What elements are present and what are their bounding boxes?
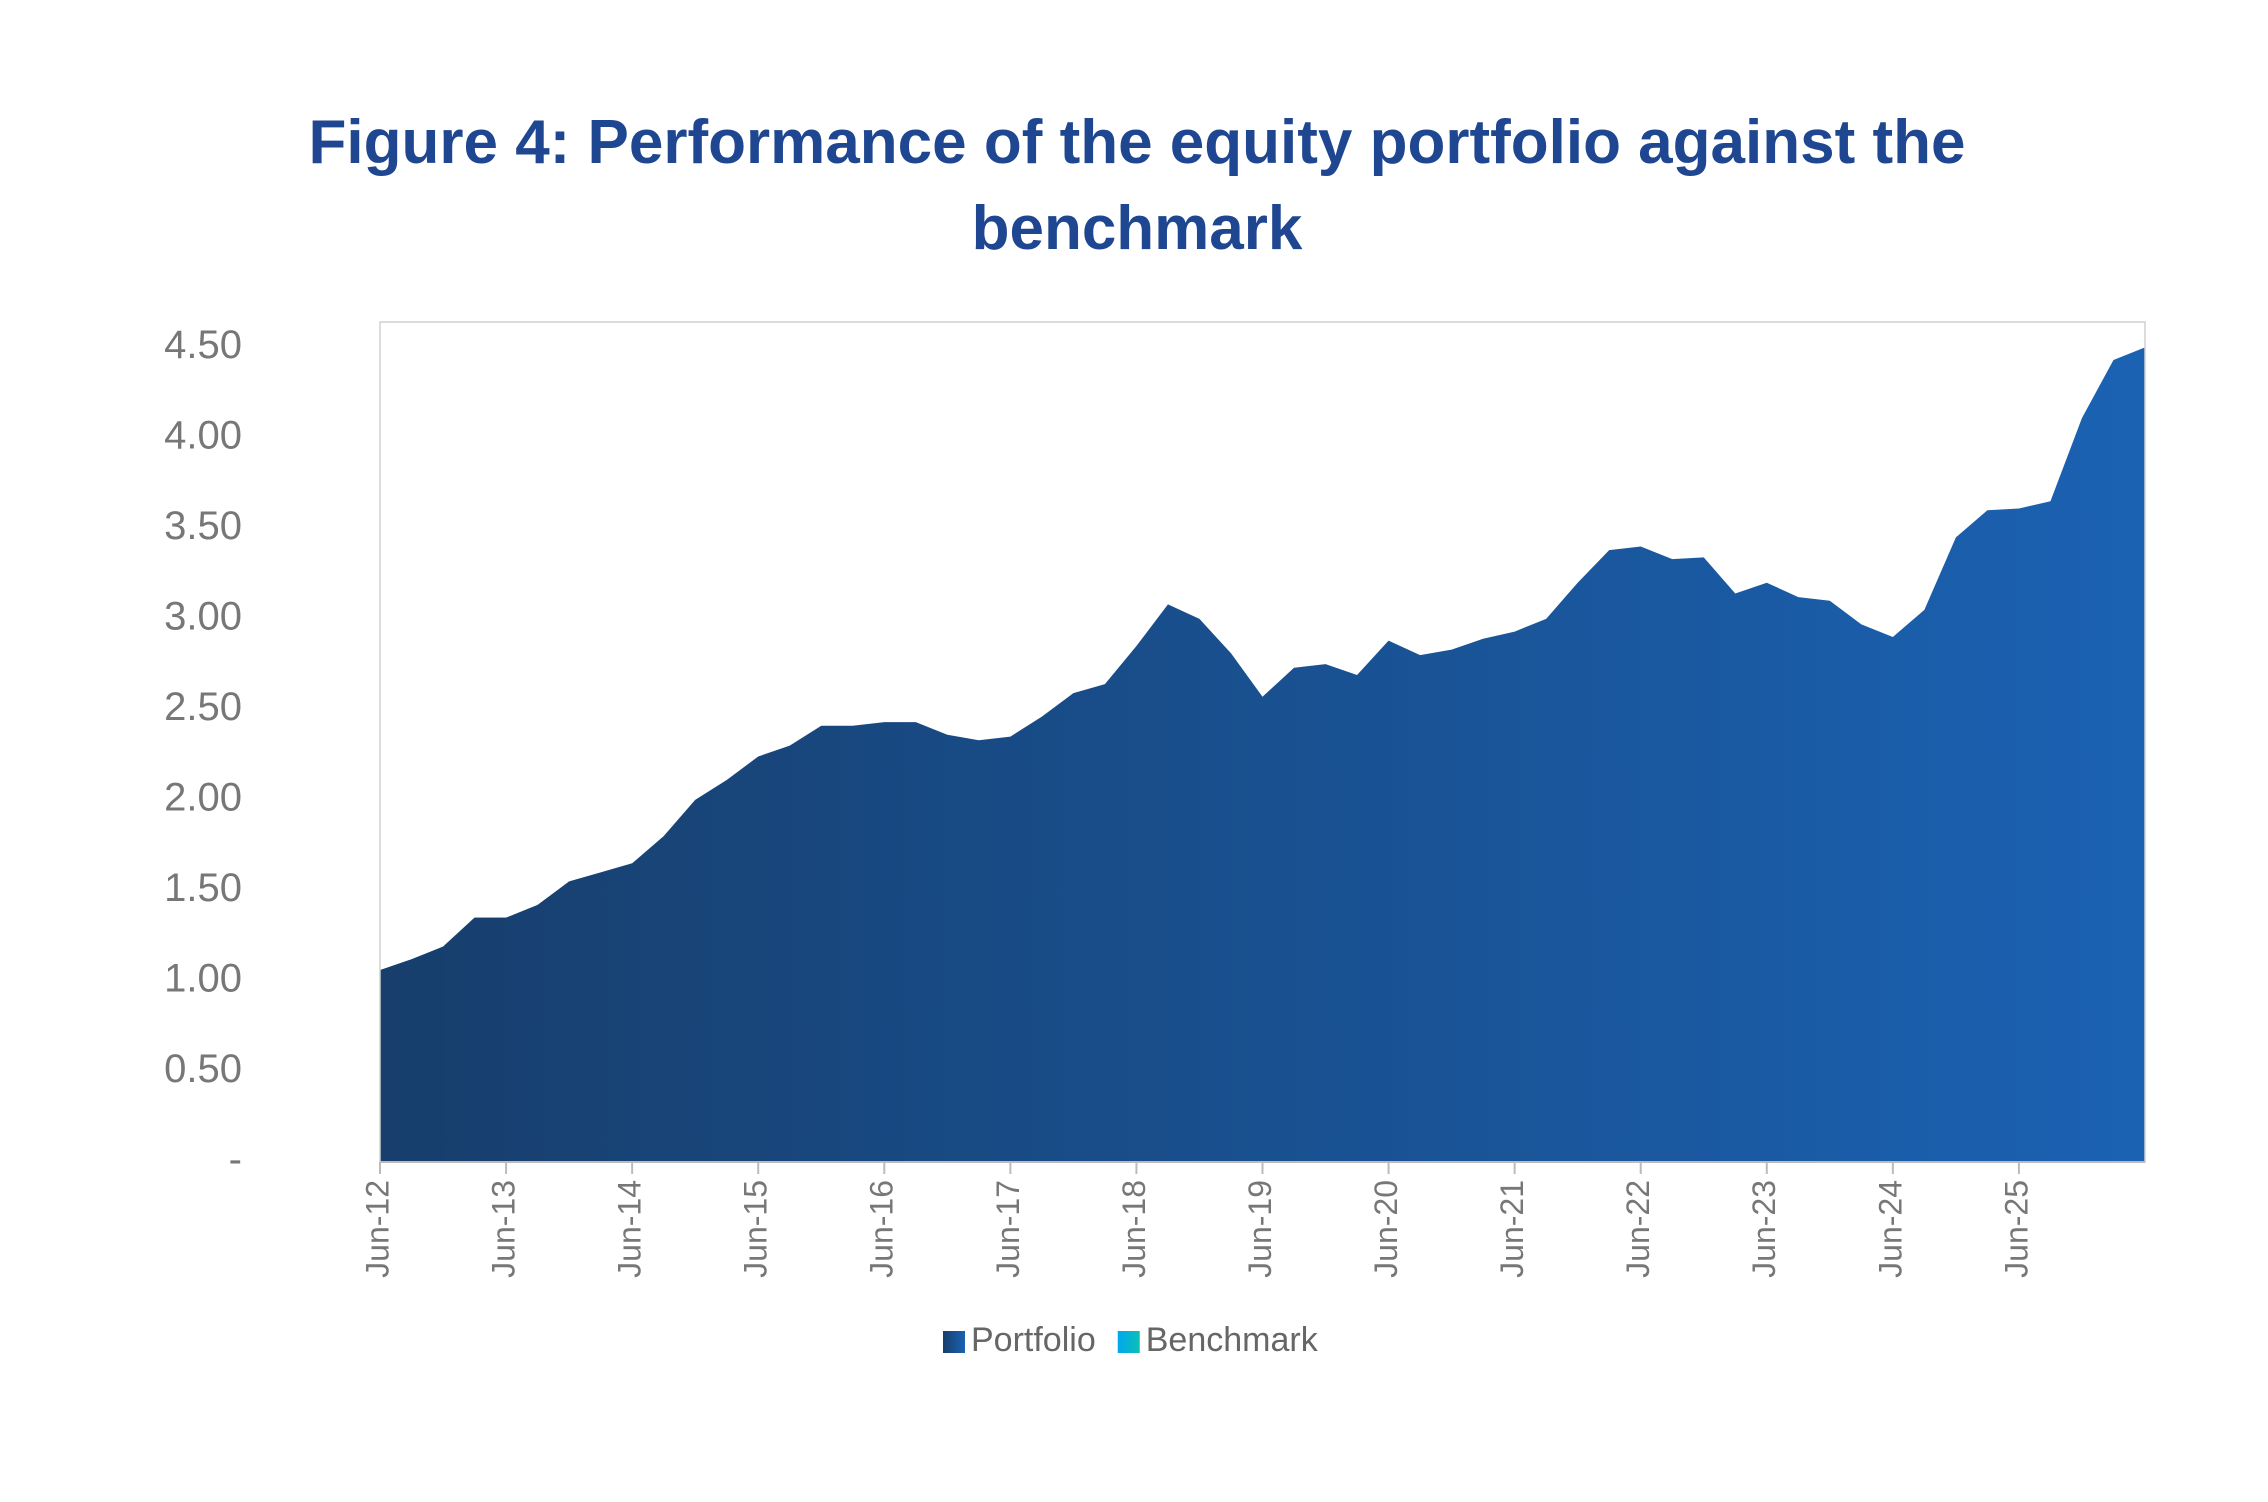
x-tick-label: Jun-13: [486, 1180, 522, 1278]
x-tick-label: Jun-21: [1494, 1180, 1530, 1278]
legend-label: Benchmark: [1146, 1321, 1319, 1359]
x-tick-label: Jun-22: [1620, 1180, 1656, 1278]
y-tick-label: 3.00: [164, 594, 242, 638]
x-tick-label: Jun-16: [864, 1180, 900, 1278]
area: [380, 347, 2145, 1162]
x-tick-label: Jun-15: [738, 1180, 774, 1278]
legend-swatch: [943, 1331, 965, 1353]
x-tick-label: Jun-18: [1116, 1180, 1152, 1278]
y-tick-label: 1.50: [164, 866, 242, 910]
x-tick-label: Jun-23: [1746, 1180, 1782, 1278]
legend-label: Portfolio: [971, 1321, 1096, 1359]
x-tick-label: Jun-20: [1368, 1180, 1404, 1278]
x-tick-label: Jun-12: [359, 1180, 395, 1278]
x-tick-label: Jun-19: [1242, 1180, 1278, 1278]
y-tick-label: 4.50: [164, 323, 242, 367]
y-tick-label: 2.00: [164, 775, 242, 819]
y-tick-label: 4.00: [164, 413, 242, 457]
y-tick-label: 1.00: [164, 957, 242, 1001]
x-tick-label: Jun-24: [1872, 1180, 1908, 1278]
x-tick-label: Jun-25: [1998, 1180, 2034, 1278]
y-tick-label: 3.50: [164, 504, 242, 548]
x-tick-label: Jun-17: [990, 1180, 1026, 1278]
x-tick-label: Jun-14: [612, 1180, 648, 1278]
y-tick-label: 2.50: [164, 685, 242, 729]
y-tick-label: -: [229, 1138, 242, 1182]
legend-swatch: [1117, 1331, 1140, 1353]
chart-title: Figure 4: Performance of the equity port…: [308, 108, 1966, 263]
y-tick-label: 0.50: [164, 1047, 242, 1091]
